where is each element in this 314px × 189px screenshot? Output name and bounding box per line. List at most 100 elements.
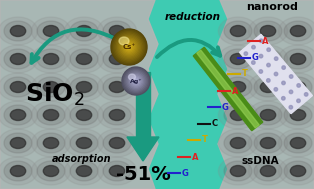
Polygon shape [218, 0, 314, 189]
Ellipse shape [248, 157, 288, 185]
Ellipse shape [267, 48, 270, 51]
Ellipse shape [219, 101, 257, 129]
Ellipse shape [70, 105, 98, 125]
Ellipse shape [252, 61, 255, 64]
Ellipse shape [219, 157, 257, 185]
Ellipse shape [274, 72, 278, 76]
Polygon shape [193, 47, 263, 131]
Ellipse shape [76, 109, 92, 121]
Ellipse shape [4, 161, 32, 181]
Ellipse shape [97, 45, 137, 73]
Text: nanorod: nanorod [246, 2, 298, 12]
Ellipse shape [248, 129, 288, 157]
Ellipse shape [76, 81, 92, 92]
Ellipse shape [274, 88, 278, 91]
Ellipse shape [282, 97, 285, 100]
Text: G: G [222, 102, 229, 112]
Ellipse shape [244, 52, 248, 55]
Ellipse shape [4, 105, 32, 125]
Ellipse shape [0, 129, 38, 157]
Ellipse shape [70, 21, 98, 41]
Ellipse shape [126, 71, 146, 91]
Ellipse shape [224, 21, 252, 41]
Ellipse shape [289, 105, 293, 109]
Ellipse shape [31, 101, 71, 129]
Ellipse shape [230, 53, 246, 64]
Ellipse shape [254, 77, 282, 97]
Text: T: T [202, 136, 208, 145]
Ellipse shape [132, 77, 140, 85]
Ellipse shape [254, 133, 282, 153]
Ellipse shape [70, 161, 98, 181]
Ellipse shape [10, 26, 26, 36]
Ellipse shape [135, 80, 137, 82]
Ellipse shape [260, 166, 276, 177]
Ellipse shape [37, 161, 65, 181]
Ellipse shape [267, 63, 270, 67]
Ellipse shape [230, 138, 246, 149]
Ellipse shape [260, 138, 276, 149]
Polygon shape [0, 0, 158, 189]
Ellipse shape [117, 35, 141, 59]
Ellipse shape [248, 101, 288, 129]
Polygon shape [240, 34, 312, 114]
Ellipse shape [97, 17, 137, 45]
Ellipse shape [119, 37, 129, 45]
Ellipse shape [0, 45, 38, 73]
Ellipse shape [224, 49, 252, 69]
Ellipse shape [103, 161, 131, 181]
Ellipse shape [128, 46, 130, 48]
Ellipse shape [64, 101, 104, 129]
Ellipse shape [37, 77, 65, 97]
Ellipse shape [133, 78, 138, 84]
Ellipse shape [123, 68, 149, 94]
Ellipse shape [109, 81, 125, 92]
Ellipse shape [37, 105, 65, 125]
Ellipse shape [254, 21, 282, 41]
Ellipse shape [290, 138, 306, 149]
Text: T: T [242, 70, 248, 78]
Ellipse shape [259, 39, 263, 43]
Ellipse shape [37, 21, 65, 41]
Ellipse shape [103, 49, 131, 69]
Ellipse shape [290, 109, 306, 121]
Ellipse shape [4, 21, 32, 41]
Ellipse shape [97, 129, 137, 157]
Ellipse shape [43, 53, 59, 64]
Ellipse shape [219, 17, 257, 45]
Ellipse shape [279, 17, 314, 45]
Ellipse shape [127, 72, 145, 90]
Ellipse shape [76, 166, 92, 177]
Ellipse shape [43, 109, 59, 121]
Ellipse shape [127, 44, 132, 50]
Ellipse shape [279, 157, 314, 185]
Ellipse shape [31, 129, 71, 157]
Ellipse shape [109, 109, 125, 121]
Ellipse shape [248, 17, 288, 45]
Ellipse shape [31, 17, 71, 45]
Ellipse shape [124, 42, 134, 52]
Ellipse shape [97, 157, 137, 185]
Ellipse shape [284, 77, 312, 97]
Ellipse shape [76, 53, 92, 64]
Ellipse shape [43, 26, 59, 36]
Ellipse shape [70, 77, 98, 97]
Ellipse shape [122, 67, 150, 95]
Text: ssDNA: ssDNA [241, 156, 279, 166]
Ellipse shape [284, 161, 312, 181]
Ellipse shape [109, 53, 125, 64]
Ellipse shape [128, 73, 143, 89]
Ellipse shape [70, 49, 98, 69]
Ellipse shape [64, 45, 104, 73]
Ellipse shape [109, 166, 125, 177]
Ellipse shape [122, 41, 135, 53]
Ellipse shape [282, 66, 285, 69]
Ellipse shape [248, 45, 288, 73]
Bar [136, 77, 150, 137]
Ellipse shape [259, 54, 263, 58]
Ellipse shape [31, 45, 71, 73]
Ellipse shape [10, 138, 26, 149]
Ellipse shape [10, 53, 26, 64]
Ellipse shape [109, 26, 125, 36]
Ellipse shape [4, 77, 32, 97]
